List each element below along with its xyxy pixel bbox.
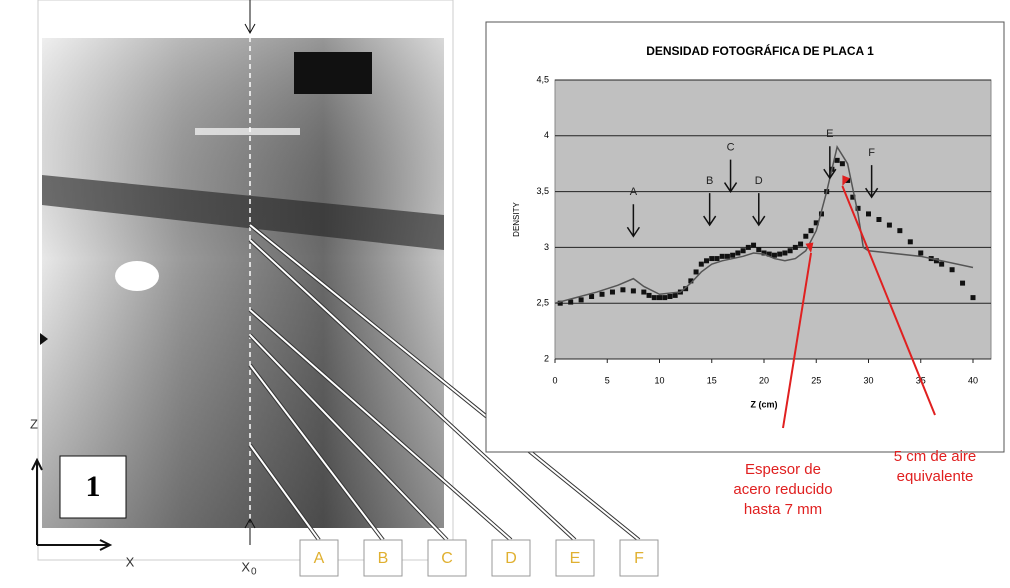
y-tick-label: 2,5 — [536, 298, 549, 308]
data-point — [647, 293, 652, 298]
x-axis-label: Z (cm) — [751, 399, 778, 409]
y-axis-label: DENSITY — [512, 202, 521, 237]
x0-subscript: 0 — [251, 567, 257, 578]
profile-label: D — [505, 550, 517, 567]
data-point — [667, 294, 672, 299]
plate-tag — [294, 52, 372, 94]
data-point — [709, 256, 714, 261]
annotation-label: D — [755, 175, 763, 187]
data-point — [950, 267, 955, 272]
data-point — [704, 258, 709, 263]
annotation-label: E — [826, 128, 833, 140]
profile-label: C — [441, 550, 453, 567]
data-point — [960, 281, 965, 286]
data-point — [662, 295, 667, 300]
data-point — [876, 217, 881, 222]
data-point — [725, 254, 730, 259]
data-point — [751, 243, 756, 248]
profile-label: F — [634, 550, 644, 567]
x-tick-label: 40 — [968, 375, 978, 385]
x-tick-label: 10 — [654, 375, 664, 385]
data-point — [673, 293, 678, 298]
data-point — [756, 247, 761, 252]
data-point — [887, 223, 892, 228]
x-tick-label: 20 — [759, 375, 769, 385]
data-point — [714, 256, 719, 261]
data-point — [803, 234, 808, 239]
data-point — [971, 295, 976, 300]
data-point — [866, 211, 871, 216]
plate-number: 1 — [86, 470, 101, 503]
chart-title: DENSIDAD FOTOGRÁFICA DE PLACA 1 — [646, 43, 874, 58]
z-axis-label: Z — [30, 416, 38, 431]
data-point — [772, 253, 777, 258]
data-point — [652, 295, 657, 300]
x-tick-label: 25 — [811, 375, 821, 385]
callout-text: Espesor de — [745, 461, 821, 478]
y-tick-label: 4,5 — [536, 74, 549, 84]
data-point — [918, 250, 923, 255]
data-point — [720, 254, 725, 259]
data-point — [600, 292, 605, 297]
callout-text: equivalente — [897, 468, 974, 485]
bright-spot — [115, 261, 159, 291]
data-point — [939, 262, 944, 267]
data-point — [589, 294, 594, 299]
data-point — [897, 228, 902, 233]
data-point — [735, 250, 740, 255]
radiograph-shade — [42, 38, 444, 528]
x-tick-label: 5 — [605, 375, 610, 385]
y-tick-label: 2 — [544, 353, 549, 363]
data-point — [840, 161, 845, 166]
data-point — [809, 228, 814, 233]
data-point — [777, 252, 782, 257]
annotation-label: F — [868, 147, 875, 159]
data-point — [835, 158, 840, 163]
streak — [195, 128, 300, 135]
profile-label: B — [378, 550, 389, 567]
data-point — [699, 262, 704, 267]
data-point — [579, 297, 584, 302]
data-point — [694, 269, 699, 274]
data-point — [657, 295, 662, 300]
data-point — [610, 290, 615, 295]
profile-label: E — [570, 550, 581, 567]
annotation-label: C — [727, 142, 735, 154]
callout-text: 5 cm de aire — [894, 448, 977, 465]
data-point — [641, 290, 646, 295]
callout-text: acero reducido — [733, 481, 832, 498]
x0-arrow — [245, 0, 255, 33]
callout-text: hasta 7 mm — [744, 501, 822, 518]
data-point — [620, 287, 625, 292]
profile-label: A — [314, 550, 325, 567]
data-point — [631, 288, 636, 293]
data-point — [568, 300, 573, 305]
x-tick-label: 0 — [552, 375, 557, 385]
figure: 1 Z X X 0 A B C D E F DENSIDAD FOTOGRÁFICA DE… — [0, 0, 1010, 588]
annotation-label: A — [630, 186, 638, 198]
data-point — [798, 242, 803, 247]
plot-area — [555, 80, 991, 359]
annotation-label: B — [706, 175, 713, 187]
x0-label: X — [241, 559, 250, 574]
data-point — [788, 248, 793, 253]
y-tick-label: 4 — [544, 130, 549, 140]
data-point — [730, 253, 735, 258]
data-point — [793, 245, 798, 250]
y-tick-label: 3,5 — [536, 186, 549, 196]
x-axis-label: X — [126, 554, 135, 569]
x-tick-label: 15 — [707, 375, 717, 385]
y-tick-label: 3 — [544, 242, 549, 252]
x-tick-label: 30 — [863, 375, 873, 385]
data-point — [908, 239, 913, 244]
data-point — [746, 245, 751, 250]
data-point — [741, 248, 746, 253]
data-point — [782, 250, 787, 255]
